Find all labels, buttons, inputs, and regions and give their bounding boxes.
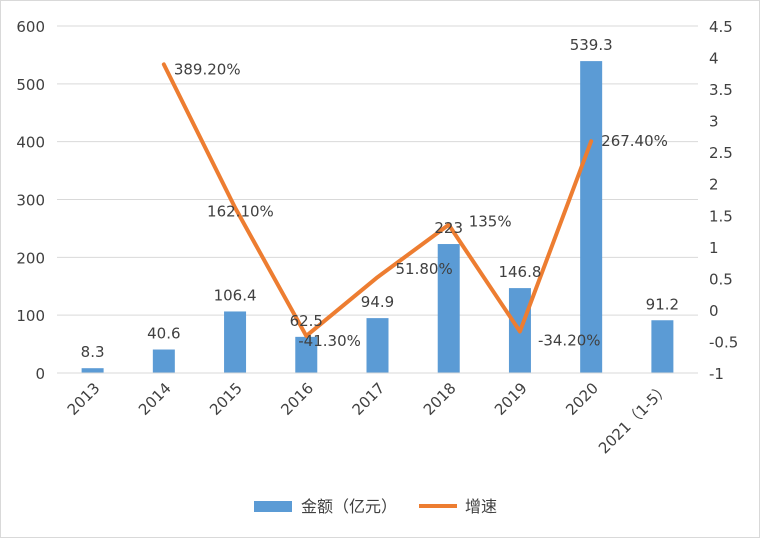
line-data-label: -41.30% [298, 332, 361, 350]
y-right-tick-label: 4.5 [709, 18, 733, 36]
line-data-label: 51.80% [396, 260, 453, 278]
bar [224, 311, 247, 373]
bar-data-label: 40.6 [147, 325, 180, 343]
bar [580, 61, 603, 374]
bar-data-label: 146.8 [498, 263, 541, 281]
y-right-tick-label: 2.5 [709, 144, 733, 162]
y-left-tick-label: 500 [16, 76, 45, 94]
y-right-tick-label: 1 [709, 239, 719, 257]
bar-data-label: 106.4 [214, 286, 257, 304]
bar [366, 318, 389, 373]
data-labels: 8.3 40.6 106.4 62.5 94.9 223 146.8 539.3 91.2 389… [81, 36, 679, 361]
y-right-tick-label: -1 [709, 365, 724, 383]
legend-bar-swatch [254, 501, 292, 512]
legend-bar-label: 金额（亿元） [301, 497, 397, 516]
bar [81, 368, 104, 373]
y-right-tick-label: -0.5 [709, 333, 738, 351]
y-left-tick-label: 200 [16, 249, 45, 267]
bar [152, 349, 175, 373]
legend: 金额（亿元） 增速 [254, 497, 497, 516]
y-left-tick-label: 100 [16, 307, 45, 325]
line-series [161, 62, 594, 338]
bar-data-label: 62.5 [290, 312, 323, 330]
x-tick-label: 2015 [206, 379, 246, 419]
line-data-label: 135% [469, 213, 512, 231]
x-tick-label: 2020 [562, 379, 602, 419]
y-right-tick-label: 0.5 [709, 270, 733, 288]
y-left-tick-label: 600 [16, 18, 45, 36]
bar [437, 244, 460, 373]
x-tick-label: 2013 [64, 379, 104, 419]
y-right-tick-label: 0 [709, 302, 719, 320]
y-right-tick-label: 3 [709, 113, 719, 131]
bar [651, 320, 674, 373]
line-data-label: -34.20% [538, 331, 601, 349]
bar-series [81, 61, 674, 374]
bar-data-label: 94.9 [361, 293, 394, 311]
y-right-tick-label: 1.5 [709, 207, 733, 225]
y-right-tick-label: 4 [709, 50, 719, 68]
legend-line-label: 增速 [465, 497, 497, 516]
line-data-label: 389.20% [174, 60, 241, 78]
bar-data-label: 223 [434, 219, 463, 237]
line-data-label: 162.10% [207, 203, 274, 221]
y-left-tick-label: 0 [35, 365, 45, 383]
line-data-label: 267.40% [601, 132, 668, 150]
x-tick-label: 2019 [491, 379, 531, 419]
x-tick-label: 2018 [420, 379, 460, 419]
x-tick-label: 2016 [277, 379, 317, 419]
bar-data-label: 8.3 [81, 343, 105, 361]
y-axis-left-ticks: 0 100 200 300 400 500 600 [16, 18, 45, 383]
y-right-tick-label: 3.5 [709, 81, 733, 99]
x-tick-label: 2014 [135, 379, 175, 419]
bar-data-label: 91.2 [646, 295, 679, 313]
x-tick-label: 2017 [349, 379, 389, 419]
growth-line [161, 62, 594, 338]
x-tick-label: 2021（1-5） [595, 379, 673, 457]
x-axis-ticks: 2013 2014 2015 2016 2017 2018 2019 20202021（1-5… [64, 379, 674, 457]
y-right-tick-label: 2 [709, 176, 719, 194]
bar-data-label: 539.3 [570, 36, 613, 54]
bar [295, 336, 318, 373]
y-axis-right-ticks: -1 -0.5 0 0.5 1 1.5 2 2.5 3 3.5 4 4.5 [709, 18, 738, 383]
y-left-tick-label: 400 [16, 134, 45, 152]
y-left-tick-label: 300 [16, 192, 45, 210]
